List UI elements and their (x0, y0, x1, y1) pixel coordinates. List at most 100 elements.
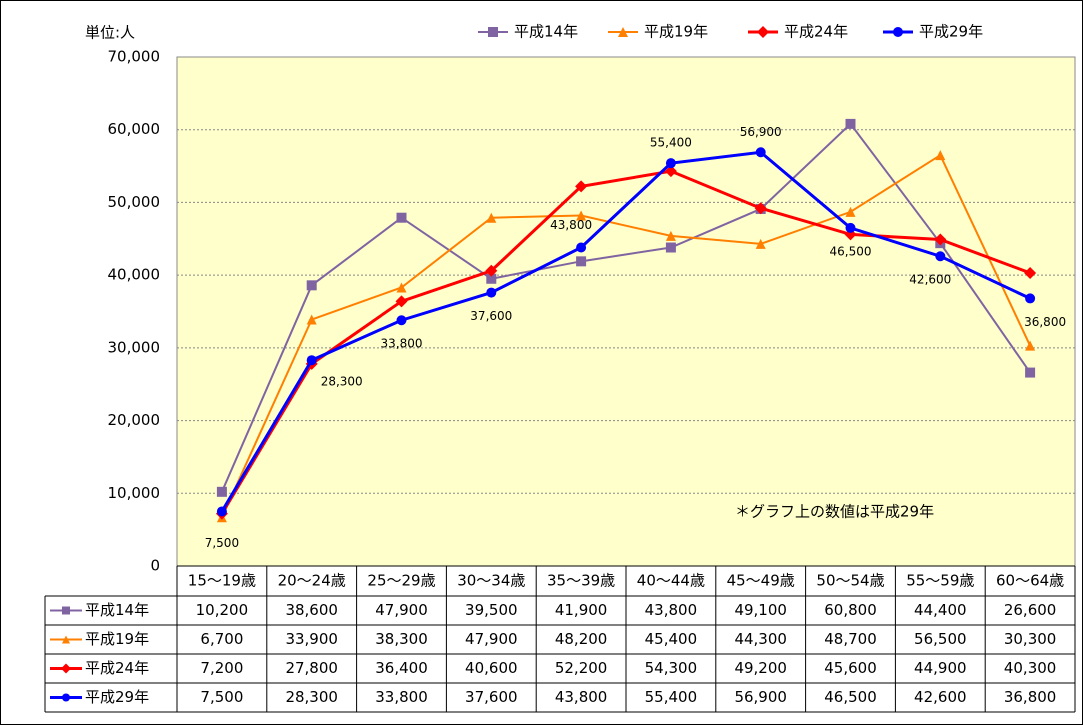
table-cell: 49,100 (734, 601, 787, 619)
table-cell: 7,200 (200, 659, 243, 677)
marker (665, 242, 676, 253)
series-line (220, 169, 1031, 515)
data-label: 56,900 (740, 125, 782, 139)
table-cell: 60,800 (824, 601, 877, 619)
marker (1025, 340, 1036, 351)
plot-area (176, 56, 1076, 567)
marker (216, 486, 227, 497)
marker (665, 230, 676, 241)
marker (575, 180, 588, 193)
data-label: 28,300 (321, 375, 363, 389)
table-cell: 38,300 (375, 630, 428, 648)
marker (934, 233, 947, 246)
marker (576, 210, 587, 221)
marker (1025, 293, 1036, 304)
table-cell: 26,600 (1004, 601, 1057, 619)
marker (1024, 266, 1037, 279)
table-cell: 46,500 (824, 688, 877, 706)
table-cell: 47,900 (465, 630, 518, 648)
data-label: 46,500 (830, 244, 872, 258)
marker (665, 158, 676, 169)
marker (486, 212, 497, 223)
legend-label: 平成19年 (644, 23, 708, 41)
row-label: 平成19年 (85, 630, 149, 648)
category-label: 50～54歳 (816, 572, 884, 590)
data-label: 55,400 (650, 136, 692, 150)
marker (62, 693, 70, 702)
marker (396, 315, 407, 326)
marker (485, 264, 498, 277)
y-tick-label: 10,000 (108, 484, 161, 502)
data-label: 7,500 (205, 536, 239, 550)
table-cell: 45,400 (645, 630, 698, 648)
unit-label: 単位:人 (85, 24, 135, 42)
table-cell: 43,800 (555, 688, 608, 706)
table-cell: 43,800 (645, 601, 698, 619)
category-label: 55～59歳 (906, 572, 974, 590)
marker (754, 202, 767, 215)
marker (396, 282, 407, 293)
category-label: 25～29歳 (367, 572, 435, 590)
y-tick-label: 70,000 (108, 48, 161, 66)
data-label: 36,800 (1024, 315, 1066, 329)
row-label: 平成24年 (85, 659, 149, 677)
table-cell: 41,900 (555, 601, 608, 619)
series-line (220, 153, 1032, 518)
category-label: 35～39歳 (547, 572, 615, 590)
legend-label: 平成24年 (784, 23, 848, 41)
row-label: 平成14年 (85, 601, 149, 619)
marker (486, 273, 497, 284)
table-cell: 39,500 (465, 601, 518, 619)
marker (664, 165, 677, 178)
table-cell: 28,300 (285, 688, 338, 706)
marker (306, 314, 317, 325)
data-label: 33,800 (381, 337, 423, 351)
table-cell: 36,400 (375, 659, 428, 677)
category-label: 60～64歳 (996, 572, 1064, 590)
marker (1025, 367, 1036, 378)
table-cell: 33,900 (285, 630, 338, 648)
data-label: 42,600 (909, 273, 951, 287)
marker (576, 242, 587, 253)
marker (488, 27, 498, 37)
marker (935, 251, 946, 262)
table-cell: 42,600 (914, 688, 967, 706)
marker (62, 606, 70, 615)
marker (893, 27, 903, 37)
table-cell: 27,800 (285, 659, 338, 677)
table-cell: 36,800 (1004, 688, 1057, 706)
table-cell: 30,300 (1004, 630, 1057, 648)
marker (618, 27, 628, 37)
legend-label: 平成14年 (514, 23, 578, 41)
y-tick-label: 60,000 (108, 120, 161, 138)
marker (757, 26, 769, 38)
category-label: 15～19歳 (188, 572, 256, 590)
table-cell: 56,500 (914, 630, 967, 648)
marker (486, 287, 497, 298)
marker (845, 206, 856, 217)
table-cell: 44,300 (734, 630, 787, 648)
table-cell: 38,600 (285, 601, 338, 619)
table-cell: 52,200 (555, 659, 608, 677)
marker (306, 280, 317, 291)
table-cell: 55,400 (645, 688, 698, 706)
category-label: 45～49歳 (727, 572, 795, 590)
data-label: 37,600 (470, 309, 512, 323)
table-cell: 47,900 (375, 601, 428, 619)
table-cell: 56,900 (734, 688, 787, 706)
series-line (220, 150, 1031, 513)
y-tick-label: 40,000 (108, 266, 161, 284)
marker (306, 355, 317, 366)
marker (755, 147, 766, 158)
category-label: 40～44歳 (637, 572, 705, 590)
table-cell: 40,600 (465, 659, 518, 677)
marker (755, 238, 766, 249)
table-cell: 7,500 (200, 688, 243, 706)
data-label: 43,800 (550, 218, 592, 232)
marker (216, 506, 227, 517)
marker (62, 635, 70, 644)
row-label: 平成29年 (85, 688, 149, 706)
marker (576, 256, 587, 267)
marker (845, 118, 856, 129)
